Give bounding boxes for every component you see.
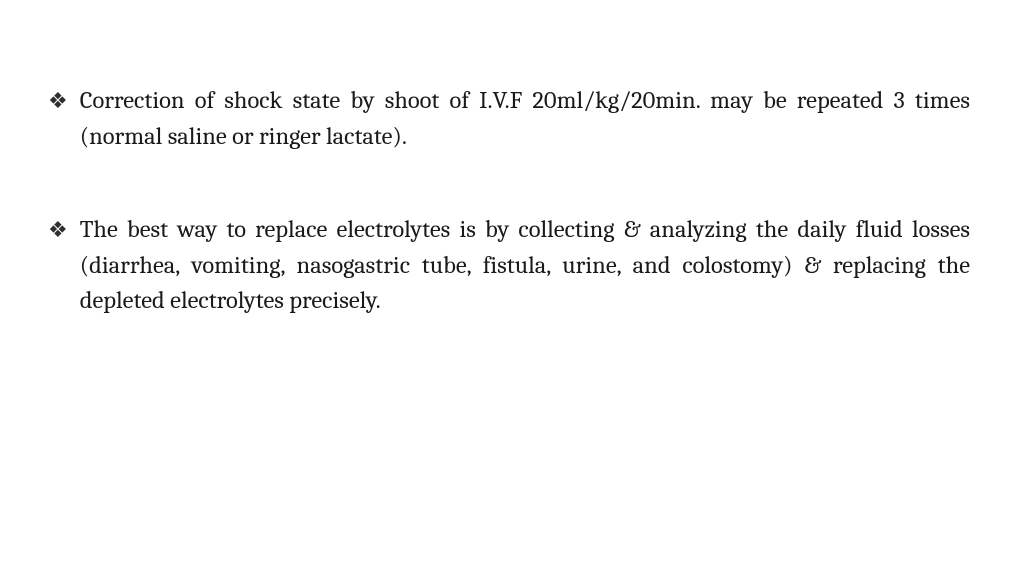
diamond-bullet-icon: ❖ <box>48 84 68 118</box>
list-item: ❖ Correction of shock state by shoot of … <box>54 84 970 155</box>
diamond-bullet-icon: ❖ <box>48 213 68 247</box>
list-item-text: Correction of shock state by shoot of I.… <box>80 84 970 155</box>
list-item-text: The best way to replace electrolytes is … <box>80 213 970 320</box>
list-item: ❖ The best way to replace electrolytes i… <box>54 213 970 320</box>
page-body: ❖ Correction of shock state by shoot of … <box>0 0 1024 576</box>
